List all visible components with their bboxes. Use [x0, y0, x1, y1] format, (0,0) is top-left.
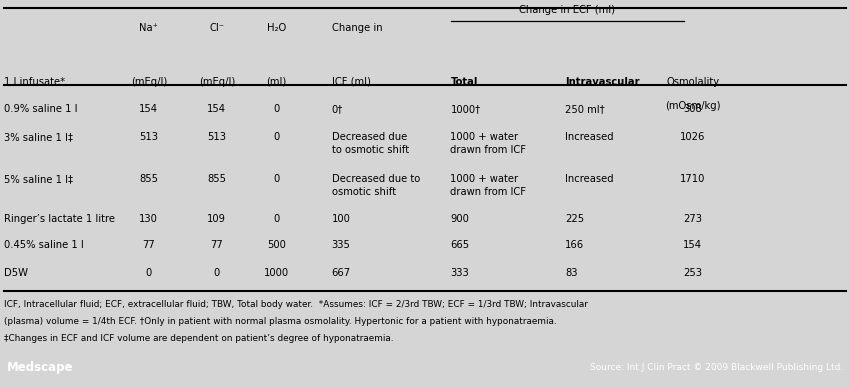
Text: Decreased due
to osmotic shift: Decreased due to osmotic shift — [332, 132, 409, 155]
Text: ICF (ml): ICF (ml) — [332, 77, 371, 87]
Text: 0†: 0† — [332, 104, 343, 115]
Text: 109: 109 — [207, 214, 226, 224]
Text: 77: 77 — [142, 240, 155, 250]
Text: 1710: 1710 — [680, 174, 705, 184]
Text: Cl⁻: Cl⁻ — [209, 22, 224, 33]
Text: 333: 333 — [450, 268, 469, 278]
Text: 1026: 1026 — [680, 132, 705, 142]
Text: (mEq/l): (mEq/l) — [199, 77, 235, 87]
Text: 308: 308 — [683, 104, 702, 115]
Text: 500: 500 — [267, 240, 286, 250]
Text: Increased: Increased — [565, 132, 614, 142]
Text: 154: 154 — [683, 240, 702, 250]
Text: 1000: 1000 — [264, 268, 289, 278]
Text: 855: 855 — [207, 174, 226, 184]
Text: (plasma) volume = 1/4th ECF. †Only in patient with normal plasma osmolality. Hyp: (plasma) volume = 1/4th ECF. †Only in pa… — [4, 317, 557, 326]
Text: Increased: Increased — [565, 174, 614, 184]
Text: ICF, Intracellular fluid; ECF, extracellular fluid; TBW, Total body water.  *Ass: ICF, Intracellular fluid; ECF, extracell… — [4, 300, 588, 308]
Text: 3% saline 1 l‡: 3% saline 1 l‡ — [4, 132, 73, 142]
Text: 273: 273 — [683, 214, 702, 224]
Text: ‡Changes in ECF and ICF volume are dependent on patient’s degree of hyponatraemi: ‡Changes in ECF and ICF volume are depen… — [4, 334, 394, 343]
Text: 335: 335 — [332, 240, 350, 250]
Text: 900: 900 — [450, 214, 469, 224]
Text: H₂O: H₂O — [267, 22, 286, 33]
Text: D5W: D5W — [4, 268, 28, 278]
Text: 665: 665 — [450, 240, 469, 250]
Text: 0: 0 — [273, 214, 280, 224]
Text: 0.9% saline 1 l: 0.9% saline 1 l — [4, 104, 77, 115]
Text: 0: 0 — [145, 268, 152, 278]
Text: Source: Int J Clin Pract © 2009 Blackwell Publishing Ltd.: Source: Int J Clin Pract © 2009 Blackwel… — [590, 363, 843, 372]
Text: 5% saline 1 l‡: 5% saline 1 l‡ — [4, 174, 73, 184]
Text: 100: 100 — [332, 214, 350, 224]
Text: 513: 513 — [207, 132, 226, 142]
Text: (ml): (ml) — [266, 77, 286, 87]
Text: (mEq/l): (mEq/l) — [131, 77, 167, 87]
Text: 154: 154 — [139, 104, 158, 115]
Text: 225: 225 — [565, 214, 584, 224]
Text: 1000 + water
drawn from ICF: 1000 + water drawn from ICF — [450, 174, 526, 197]
Text: 1 l infusate*: 1 l infusate* — [4, 77, 65, 87]
Text: 0: 0 — [273, 174, 280, 184]
Text: 253: 253 — [683, 268, 702, 278]
Text: Ringer’s lactate 1 litre: Ringer’s lactate 1 litre — [4, 214, 116, 224]
Text: 0: 0 — [273, 132, 280, 142]
Text: Na⁺: Na⁺ — [139, 22, 158, 33]
Text: 1000 + water
drawn from ICF: 1000 + water drawn from ICF — [450, 132, 526, 155]
Text: Osmolality: Osmolality — [666, 77, 719, 87]
Text: 83: 83 — [565, 268, 578, 278]
Text: 0: 0 — [273, 104, 280, 115]
Text: 667: 667 — [332, 268, 350, 278]
Text: 0: 0 — [213, 268, 220, 278]
Text: 1000†: 1000† — [450, 104, 481, 115]
Text: 250 ml†: 250 ml† — [565, 104, 605, 115]
Text: 855: 855 — [139, 174, 158, 184]
Text: Change in ECF (ml): Change in ECF (ml) — [519, 5, 615, 15]
Text: 154: 154 — [207, 104, 226, 115]
Text: 166: 166 — [565, 240, 584, 250]
Text: 513: 513 — [139, 132, 158, 142]
Text: 130: 130 — [139, 214, 158, 224]
Text: (mOsm/kg): (mOsm/kg) — [665, 101, 721, 111]
Text: 0.45% saline 1 l: 0.45% saline 1 l — [4, 240, 84, 250]
Text: Total: Total — [450, 77, 478, 87]
Text: Change in: Change in — [332, 22, 382, 33]
Text: 77: 77 — [210, 240, 223, 250]
Text: Decreased due to
osmotic shift: Decreased due to osmotic shift — [332, 174, 420, 197]
Text: Intravascular: Intravascular — [565, 77, 640, 87]
Text: Medscape: Medscape — [7, 361, 73, 374]
